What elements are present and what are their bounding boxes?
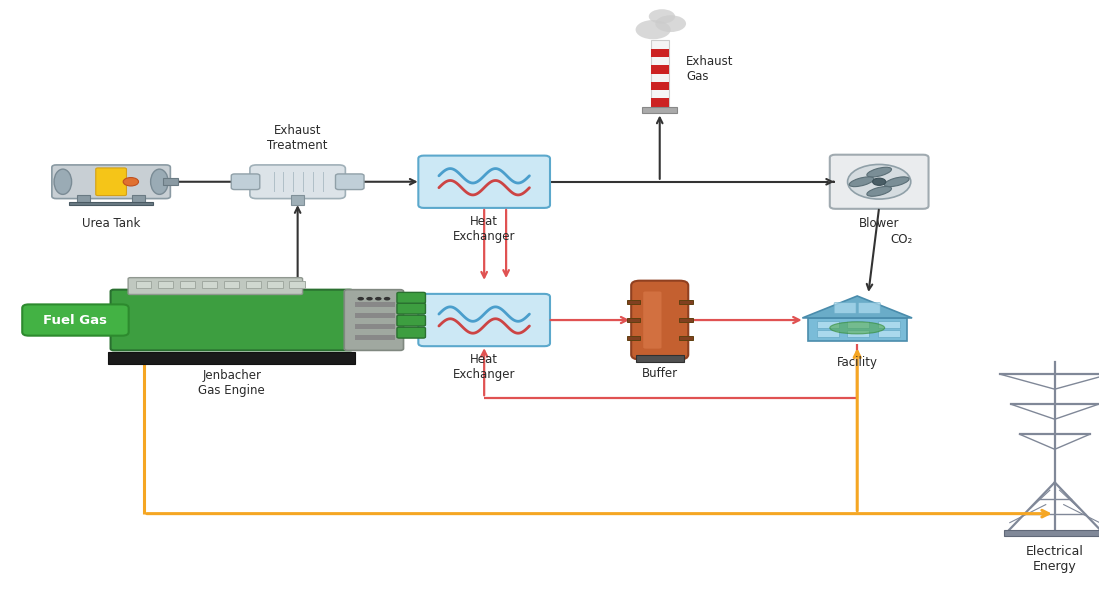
FancyBboxPatch shape (397, 292, 426, 303)
Bar (627, 318, 640, 323)
Circle shape (649, 9, 675, 24)
Circle shape (656, 15, 686, 32)
Text: Exhaust
Gas: Exhaust Gas (686, 55, 734, 83)
Text: CO₂: CO₂ (890, 233, 912, 246)
Text: Heat
Exchanger: Heat Exchanger (453, 353, 516, 381)
Ellipse shape (867, 187, 891, 196)
Circle shape (123, 178, 139, 186)
Ellipse shape (829, 322, 884, 334)
Bar (636, 355, 684, 362)
Bar (847, 321, 869, 328)
FancyBboxPatch shape (96, 168, 126, 196)
Bar (163, 178, 178, 185)
Text: Electrical
Energy: Electrical Energy (1026, 545, 1084, 573)
Bar (245, 281, 261, 289)
FancyBboxPatch shape (418, 156, 550, 208)
FancyBboxPatch shape (22, 304, 129, 336)
FancyBboxPatch shape (344, 290, 404, 350)
Text: Exhaust
Treatment: Exhaust Treatment (267, 124, 328, 152)
Bar (355, 313, 395, 318)
Text: Urea Tank: Urea Tank (81, 217, 141, 230)
Bar (355, 302, 395, 307)
Ellipse shape (151, 169, 168, 194)
FancyBboxPatch shape (336, 174, 364, 190)
Bar (135, 281, 151, 289)
FancyBboxPatch shape (631, 281, 689, 359)
Bar (292, 195, 305, 205)
FancyBboxPatch shape (397, 315, 426, 326)
Bar (201, 281, 217, 289)
Bar (878, 330, 900, 338)
Bar (157, 281, 173, 289)
Bar (651, 40, 669, 106)
Bar (77, 195, 90, 204)
Bar (680, 300, 693, 304)
Bar (642, 106, 678, 112)
Circle shape (384, 297, 390, 301)
Ellipse shape (884, 177, 909, 187)
Bar (267, 281, 283, 289)
Circle shape (358, 297, 364, 301)
FancyBboxPatch shape (128, 278, 303, 295)
FancyBboxPatch shape (397, 303, 426, 314)
Polygon shape (802, 296, 912, 318)
Bar (223, 281, 239, 289)
Bar (816, 330, 838, 338)
Circle shape (375, 297, 382, 301)
Text: Buffer: Buffer (641, 367, 678, 380)
Bar (1004, 530, 1100, 536)
FancyBboxPatch shape (52, 165, 170, 199)
FancyBboxPatch shape (111, 290, 353, 350)
FancyBboxPatch shape (418, 294, 550, 346)
Text: Blower: Blower (859, 217, 900, 230)
FancyBboxPatch shape (858, 303, 880, 313)
Circle shape (848, 164, 911, 199)
Text: Facility: Facility (837, 356, 878, 369)
Bar (69, 202, 153, 205)
Bar (132, 195, 145, 204)
Bar (355, 324, 395, 329)
Bar (807, 318, 906, 341)
FancyBboxPatch shape (397, 327, 426, 338)
Bar (651, 49, 669, 57)
Bar (355, 335, 395, 339)
Bar (651, 98, 669, 106)
Bar (109, 352, 355, 364)
Bar (651, 65, 669, 74)
Ellipse shape (867, 167, 891, 177)
FancyBboxPatch shape (250, 165, 345, 199)
Bar (627, 336, 640, 341)
Circle shape (636, 20, 671, 39)
Circle shape (366, 297, 373, 301)
Text: Heat
Exchanger: Heat Exchanger (453, 215, 516, 243)
Bar (651, 82, 669, 90)
Ellipse shape (849, 177, 873, 187)
Bar (847, 330, 869, 338)
Bar (179, 281, 195, 289)
Text: Jenbacher
Gas Engine: Jenbacher Gas Engine (198, 369, 265, 397)
Text: Fuel Gas: Fuel Gas (44, 313, 108, 327)
Bar (627, 300, 640, 304)
FancyBboxPatch shape (644, 292, 661, 349)
Bar (680, 336, 693, 341)
Bar (289, 281, 305, 289)
FancyBboxPatch shape (834, 303, 856, 313)
Bar (680, 318, 693, 323)
Circle shape (872, 178, 886, 185)
Bar (878, 321, 900, 328)
Bar (816, 321, 838, 328)
FancyBboxPatch shape (231, 174, 260, 190)
Ellipse shape (54, 169, 72, 194)
FancyBboxPatch shape (829, 155, 928, 209)
